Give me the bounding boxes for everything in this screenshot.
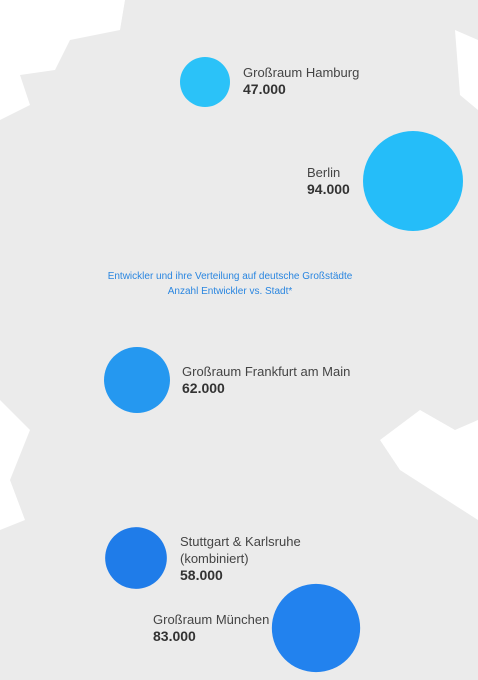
city-label: Großraum Hamburg 47.000 xyxy=(243,64,383,98)
border xyxy=(420,420,478,500)
city-value: 58.000 xyxy=(180,567,223,583)
city-value: 47.000 xyxy=(243,81,286,97)
city-value: 83.000 xyxy=(153,628,196,644)
bubble xyxy=(180,57,230,107)
city-name: Berlin xyxy=(307,165,341,180)
city-name: Großraum Hamburg xyxy=(243,65,360,80)
city-value: 62.000 xyxy=(182,380,225,396)
city-label: Großraum München 83.000 xyxy=(153,611,273,645)
city-name: Großraum München xyxy=(153,612,270,627)
bubble xyxy=(363,131,463,231)
city-name: Stuttgart & Karlsruhe (kombiniert) xyxy=(180,534,301,566)
city-label: Berlin 94.000 xyxy=(307,164,367,198)
sea xyxy=(0,0,120,72)
city-label: Stuttgart & Karlsruhe (kombiniert) 58.000 xyxy=(180,533,310,584)
bubble xyxy=(104,347,170,413)
chart-title: Entwickler und ihre Verteilung auf deuts… xyxy=(107,271,353,282)
bubble xyxy=(271,583,361,673)
city-name: Großraum Frankfurt am Main xyxy=(182,364,351,379)
chart-subtitle: Anzahl Entwickler vs. Stadt* xyxy=(167,286,293,297)
city-label: Großraum Frankfurt am Main 62.000 xyxy=(182,363,382,397)
bubble xyxy=(105,527,167,589)
city-value: 94.000 xyxy=(307,181,350,197)
